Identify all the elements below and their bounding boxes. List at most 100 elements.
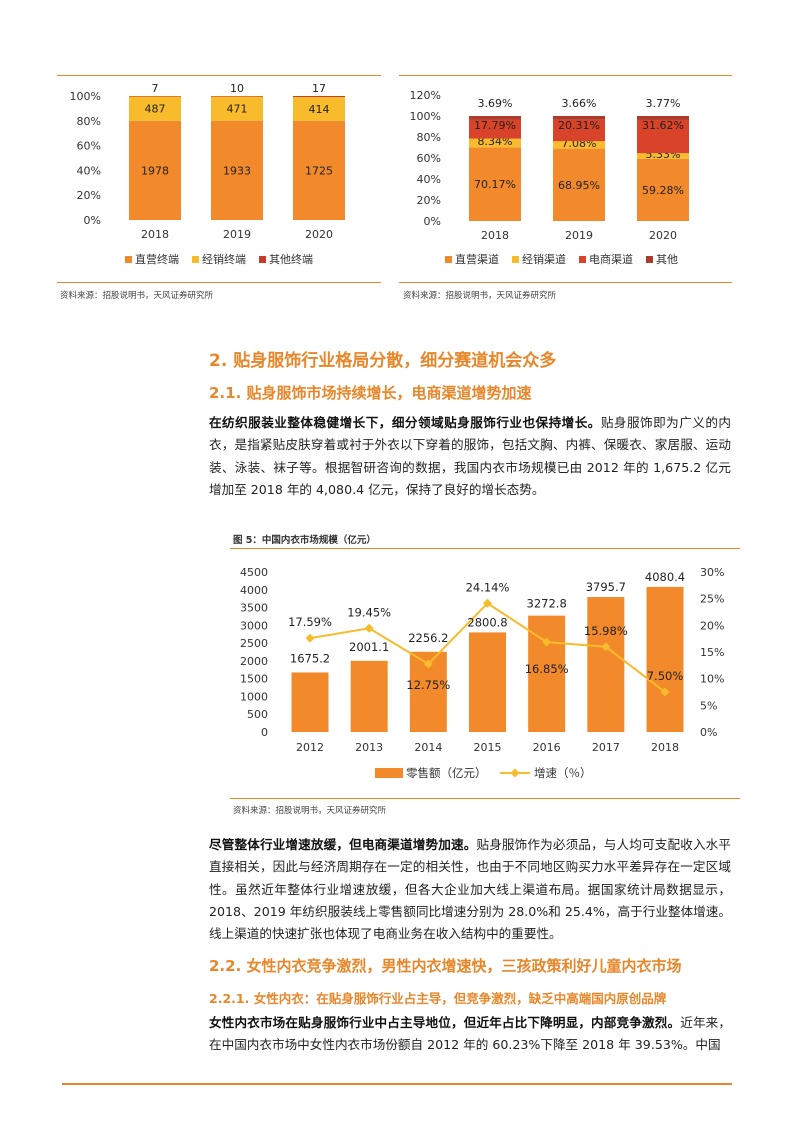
y-tick-label: 80% — [77, 115, 101, 128]
y-tick-label-left: 4500 — [240, 566, 268, 579]
y-tick-label-right: 5% — [700, 699, 717, 712]
legend-swatch — [646, 256, 653, 263]
data-label: 487 — [145, 103, 166, 116]
bar — [469, 632, 506, 732]
legend-label: 电商渠道 — [589, 252, 633, 266]
terminal-mix-chart: 100% 80% 60% 40% 20% 0% 1978 487 7 2018 1933 471 10 2… — [70, 82, 345, 266]
bar-segment — [553, 116, 605, 120]
bar — [646, 586, 684, 732]
data-label: 70.17% — [474, 178, 516, 191]
data-label: 59.28% — [642, 184, 684, 197]
paragraph-ecommerce-lead: 尽管整体行业增速放缓，但电商渠道增势加速。 — [209, 837, 477, 852]
x-tick-label: 2015 — [474, 741, 502, 754]
y-tick-label-right: 0% — [700, 726, 717, 739]
growth-marker — [660, 687, 670, 697]
legend-swatch-bar — [375, 768, 403, 778]
y-tick-label-right: 25% — [700, 593, 724, 606]
data-label: 20.31% — [558, 119, 600, 132]
data-label: 1725 — [305, 164, 333, 177]
bar-segment — [293, 96, 345, 97]
bar-segment — [129, 120, 181, 220]
legend-label: 经销终端 — [202, 252, 246, 266]
x-tick-label: 2018 — [141, 228, 169, 241]
data-label: 3.69% — [478, 97, 513, 110]
data-label: 3.66% — [562, 97, 597, 110]
x-tick-label: 2012 — [296, 741, 324, 754]
y-tick-label: 0% — [84, 214, 101, 227]
chart2-bottom-rule — [399, 282, 732, 283]
bar — [350, 660, 388, 732]
y-tick-label-left: 4000 — [240, 584, 268, 597]
bar-segment — [637, 119, 689, 154]
legend-swatch — [445, 256, 452, 263]
paragraph-female-underwear: 女性内衣市场在贴身服饰行业中占主导地位，但近年占比下降明显，内部竞争激烈。近年来… — [209, 1012, 731, 1057]
bar-value-label: 2256.2 — [408, 631, 448, 645]
bar — [587, 597, 625, 732]
bar-segment — [293, 120, 345, 220]
legend-label-bar: 零售额（亿元） — [406, 766, 487, 780]
footer-rule — [62, 1083, 732, 1085]
growth-marker — [423, 659, 433, 669]
x-tick-label: 2013 — [355, 741, 383, 754]
growth-marker — [601, 642, 611, 652]
y-tick-label: 20% — [77, 189, 101, 202]
x-tick-label: 2014 — [414, 741, 442, 754]
y-tick-label: 0% — [424, 215, 441, 228]
y-tick-label-right: 20% — [700, 619, 724, 632]
bar-segment — [293, 96, 345, 121]
bar-segment — [553, 119, 605, 142]
y-tick-label-left: 3500 — [240, 602, 268, 615]
growth-value-label: 17.59% — [288, 615, 332, 629]
y-tick-label: 100% — [410, 110, 441, 123]
y-tick-label: 40% — [417, 173, 441, 186]
bar-segment — [469, 116, 521, 120]
y-tick-label-left: 0 — [261, 726, 268, 739]
bar-segment — [637, 116, 689, 120]
x-tick-label: 2018 — [651, 741, 679, 754]
chart2-top-rule — [399, 75, 732, 76]
growth-value-label: 12.75% — [406, 678, 450, 692]
bar-value-label: 2800.8 — [467, 615, 507, 629]
growth-marker — [364, 623, 374, 633]
x-tick-label: 2017 — [592, 741, 620, 754]
legend-swatch — [579, 256, 586, 263]
y-tick-label: 40% — [77, 164, 101, 177]
paragraph-market-growth-body: 贴身服饰即为广义的内衣，是指紧贴皮肤穿着或衬于外衣以下穿着的服饰，包括文胸、内裤… — [209, 415, 732, 497]
bar-segment — [553, 141, 605, 149]
paragraph-ecommerce: 尽管整体行业增速放缓，但电商渠道增势加速。贴身服饰作为必须品，与人均可支配收入水… — [209, 834, 731, 945]
y-tick-label: 100% — [70, 90, 101, 103]
bar-value-label: 1675.2 — [290, 651, 330, 665]
chart2-source: 资料来源：招股说明书，天风证券研究所 — [403, 291, 557, 301]
channel-mix-chart: 120%100%80%60%40%20%0%70.17%8.34%17.79%3… — [410, 89, 689, 266]
growth-marker — [305, 633, 315, 643]
data-label: 3.77% — [646, 97, 681, 110]
data-label: 17 — [312, 82, 326, 95]
data-label: 1978 — [141, 164, 169, 177]
legend-label: 经销渠道 — [522, 252, 566, 266]
bar-segment — [637, 158, 689, 221]
bar-segment — [469, 138, 521, 148]
figure-5-top-rule — [230, 548, 740, 549]
y-tick-label-left: 1000 — [240, 690, 268, 703]
data-label: 414 — [309, 103, 330, 116]
growth-value-label: 19.45% — [347, 605, 391, 619]
legend-swatch — [125, 256, 132, 263]
x-tick-label: 2019 — [565, 229, 593, 242]
x-tick-label: 2019 — [223, 228, 251, 241]
x-tick-label: 2016 — [533, 741, 561, 754]
paragraph-ecommerce-body: 贴身服饰作为必须品，与人均可支配收入水平直接相关，因此与经济周期存在一定的相关性… — [209, 837, 732, 942]
bar-segment — [129, 96, 181, 97]
section-heading-2: 2. 贴身服饰行业格局分散，细分赛道机会众多 — [209, 351, 557, 371]
data-label: 1933 — [223, 164, 251, 177]
bar-value-label: 2001.1 — [349, 640, 389, 654]
growth-marker — [542, 637, 552, 647]
y-tick-label: 60% — [417, 152, 441, 165]
legend-label: 直营渠道 — [455, 252, 499, 266]
underwear-market-size-chart: 4500 4000 3500 3000 2500 2000 1500 1000 500 0 30% 2… — [240, 566, 724, 780]
y-tick-label-left: 2500 — [240, 637, 268, 650]
bar-value-label: 3795.7 — [586, 580, 626, 594]
legend-label: 其他 — [656, 253, 678, 266]
bar-segment — [129, 96, 181, 121]
y-tick-label: 60% — [77, 140, 101, 153]
y-tick-label-left: 500 — [247, 708, 268, 721]
